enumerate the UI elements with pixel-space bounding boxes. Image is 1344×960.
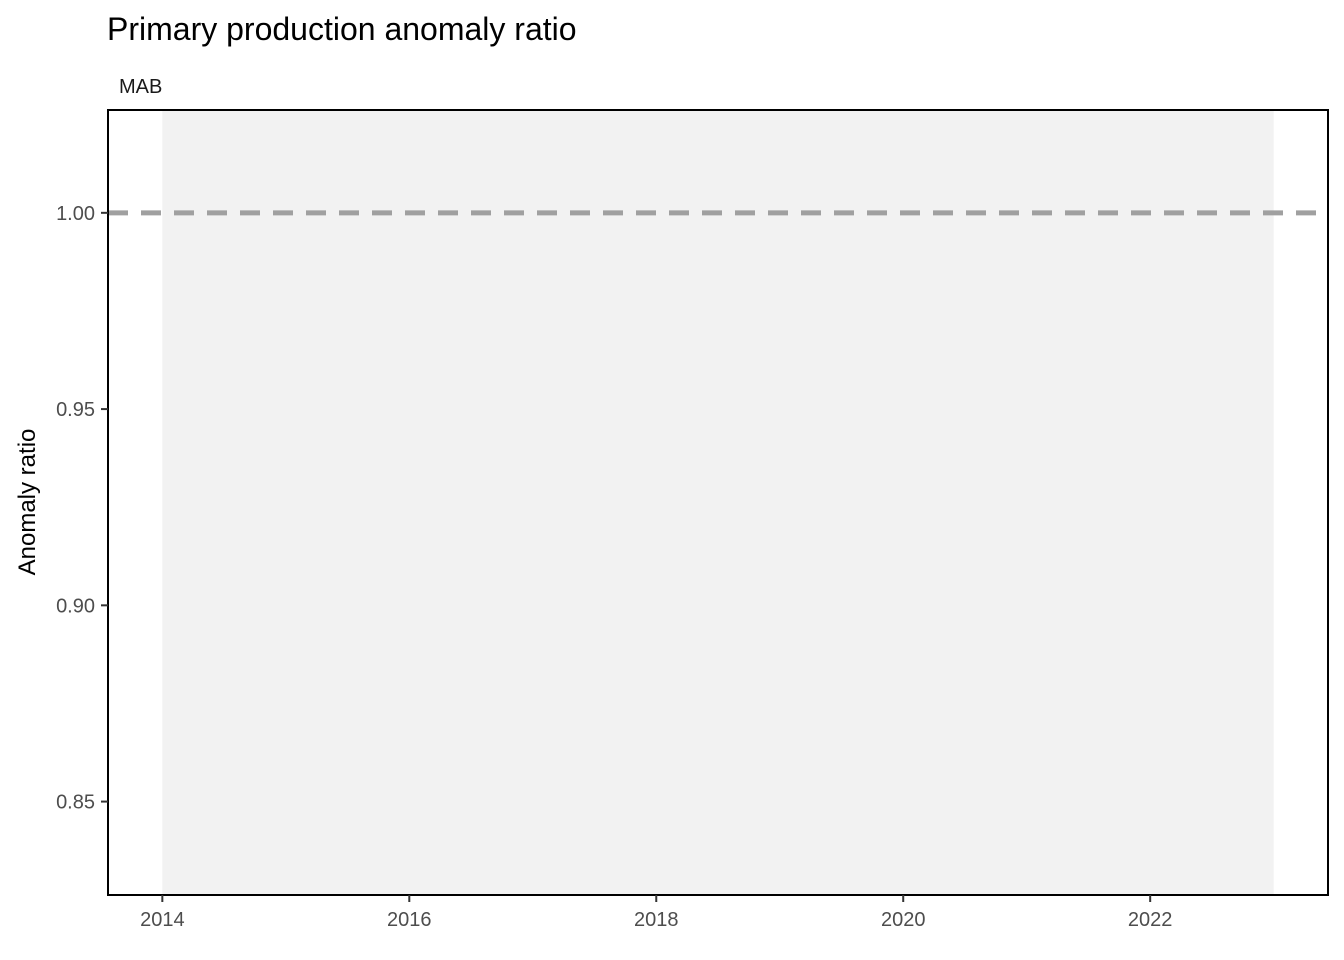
x-tick-label: 2016 <box>387 909 432 931</box>
x-tick-label: 2020 <box>881 909 926 931</box>
y-tick-label: 0.85 <box>56 792 95 814</box>
facet-label: MAB <box>119 76 162 98</box>
y-tick-label: 1.00 <box>56 203 95 225</box>
panel-border <box>107 109 1329 896</box>
plot-area: 2014 2016 2018 2020 2022 0.85 0.90 0.95 1.00 <box>56 109 1329 931</box>
y-tick-label: 0.95 <box>56 399 95 421</box>
x-tick-label: 2014 <box>140 909 185 931</box>
y-tick-label: 0.90 <box>56 595 95 617</box>
x-tick-label: 2022 <box>1128 909 1173 931</box>
y-axis-title: Anomaly ratio <box>14 429 41 576</box>
shaded-region <box>162 110 1274 895</box>
x-tick-label: 2018 <box>634 909 679 931</box>
chart-title: Primary production anomaly ratio <box>107 11 577 47</box>
